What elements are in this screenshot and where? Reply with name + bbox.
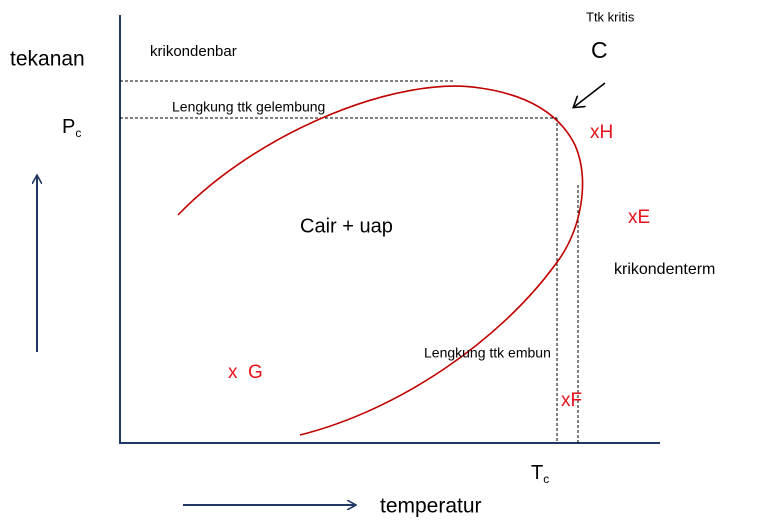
point-g: x G <box>228 362 263 383</box>
critical-arrow <box>574 82 606 107</box>
tc-label: Tc <box>531 462 549 486</box>
critical-letter: C <box>591 37 608 63</box>
pc-main: P <box>62 116 75 138</box>
point-f: xF <box>561 390 582 411</box>
tc-sub: c <box>543 472 549 486</box>
phase-envelope <box>177 85 584 436</box>
pc-label: Pc <box>62 116 81 140</box>
point-e: xE <box>628 207 650 228</box>
y-label: tekanan <box>10 48 85 71</box>
krikondenbar-label: krikondenbar <box>150 43 237 60</box>
x-label: temperatur <box>380 495 482 518</box>
krikondenterm-label: krikondenterm <box>614 261 715 278</box>
point-h: xH <box>590 122 613 143</box>
region-label: Cair + uap <box>300 215 393 237</box>
critical-caption: Ttk kritis <box>586 9 635 24</box>
tc-main: T <box>531 462 543 484</box>
dew-curve-label: Lengkung ttk embun <box>424 345 551 361</box>
pc-sub: c <box>75 126 81 140</box>
bubble-curve-label: Lengkung ttk gelembung <box>172 99 325 115</box>
